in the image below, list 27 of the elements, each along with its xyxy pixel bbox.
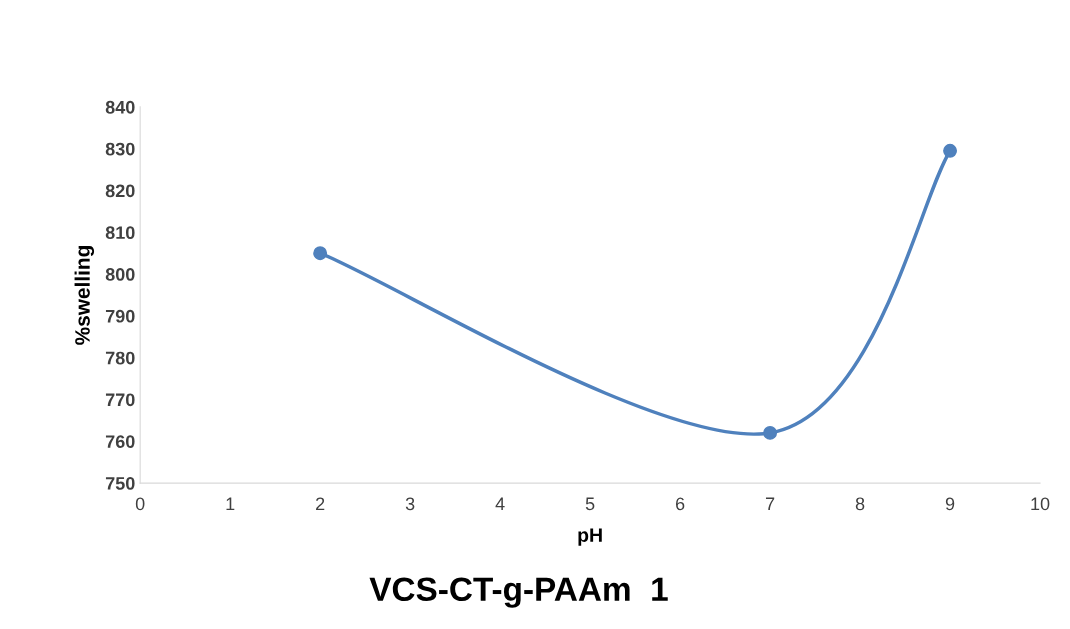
x-tick-label: 6 <box>675 497 685 511</box>
text: VCS-CT-g-PAAm 1 <box>369 577 668 608</box>
point <box>943 143 957 158</box>
y-tick-label: 770 <box>105 393 135 407</box>
x-tick-label: 8 <box>855 497 865 511</box>
x-tick-label: 7 <box>765 497 775 511</box>
x-tick-label: 3 <box>405 497 415 511</box>
x-tick-label: 2 <box>316 497 325 511</box>
y-tick-label: 750 <box>105 477 135 490</box>
y-tick-label: 780 <box>105 351 135 365</box>
x-tick-label: 9 <box>945 497 955 511</box>
y-tick-label: 820 <box>105 184 135 198</box>
x-tick-label: 5 <box>585 497 595 511</box>
y-tick-label: 810 <box>105 226 135 240</box>
y-axis-title: %swelling <box>74 246 95 345</box>
x-tick-label: 1 <box>226 497 235 511</box>
x-tick-label: 0 <box>135 497 145 511</box>
y-tick-label: 830 <box>105 142 135 156</box>
y-tick-label: 760 <box>105 435 135 448</box>
x-tick-label: 4 <box>495 497 505 511</box>
y-tick-label: 840 <box>105 100 135 114</box>
y-tick-label: 800 <box>105 268 135 281</box>
x-axis-title: pH <box>578 528 602 546</box>
x-tick-label: 10 <box>1031 497 1050 511</box>
y-tick-label: 790 <box>105 309 135 323</box>
point <box>313 246 328 261</box>
point <box>763 425 778 440</box>
